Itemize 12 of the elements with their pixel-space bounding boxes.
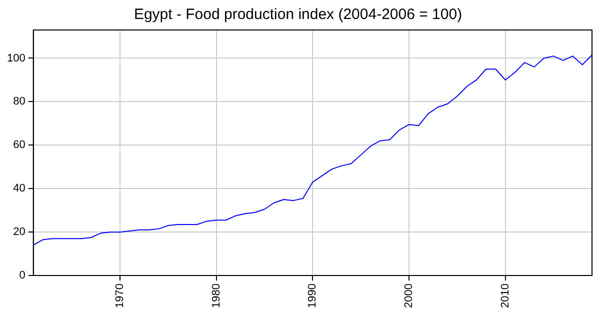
x-tick-label: 2000 [403,284,416,308]
x-tick-label: 1990 [306,284,319,308]
y-tick-label: 60 [13,139,26,152]
y-tick-label: 40 [13,182,26,195]
x-tick-label: 2010 [499,284,512,308]
y-tick-label: 0 [19,270,26,282]
x-tick-label: 1980 [210,284,222,308]
chart-title: Egypt - Food production index (2004-2006 = 100) [134,6,462,24]
y-tick-label: 100 [6,52,26,64]
y-tick-label: 80 [13,96,26,108]
x-tick-label: 1970 [114,284,126,308]
y-tick-label: 20 [13,226,26,238]
